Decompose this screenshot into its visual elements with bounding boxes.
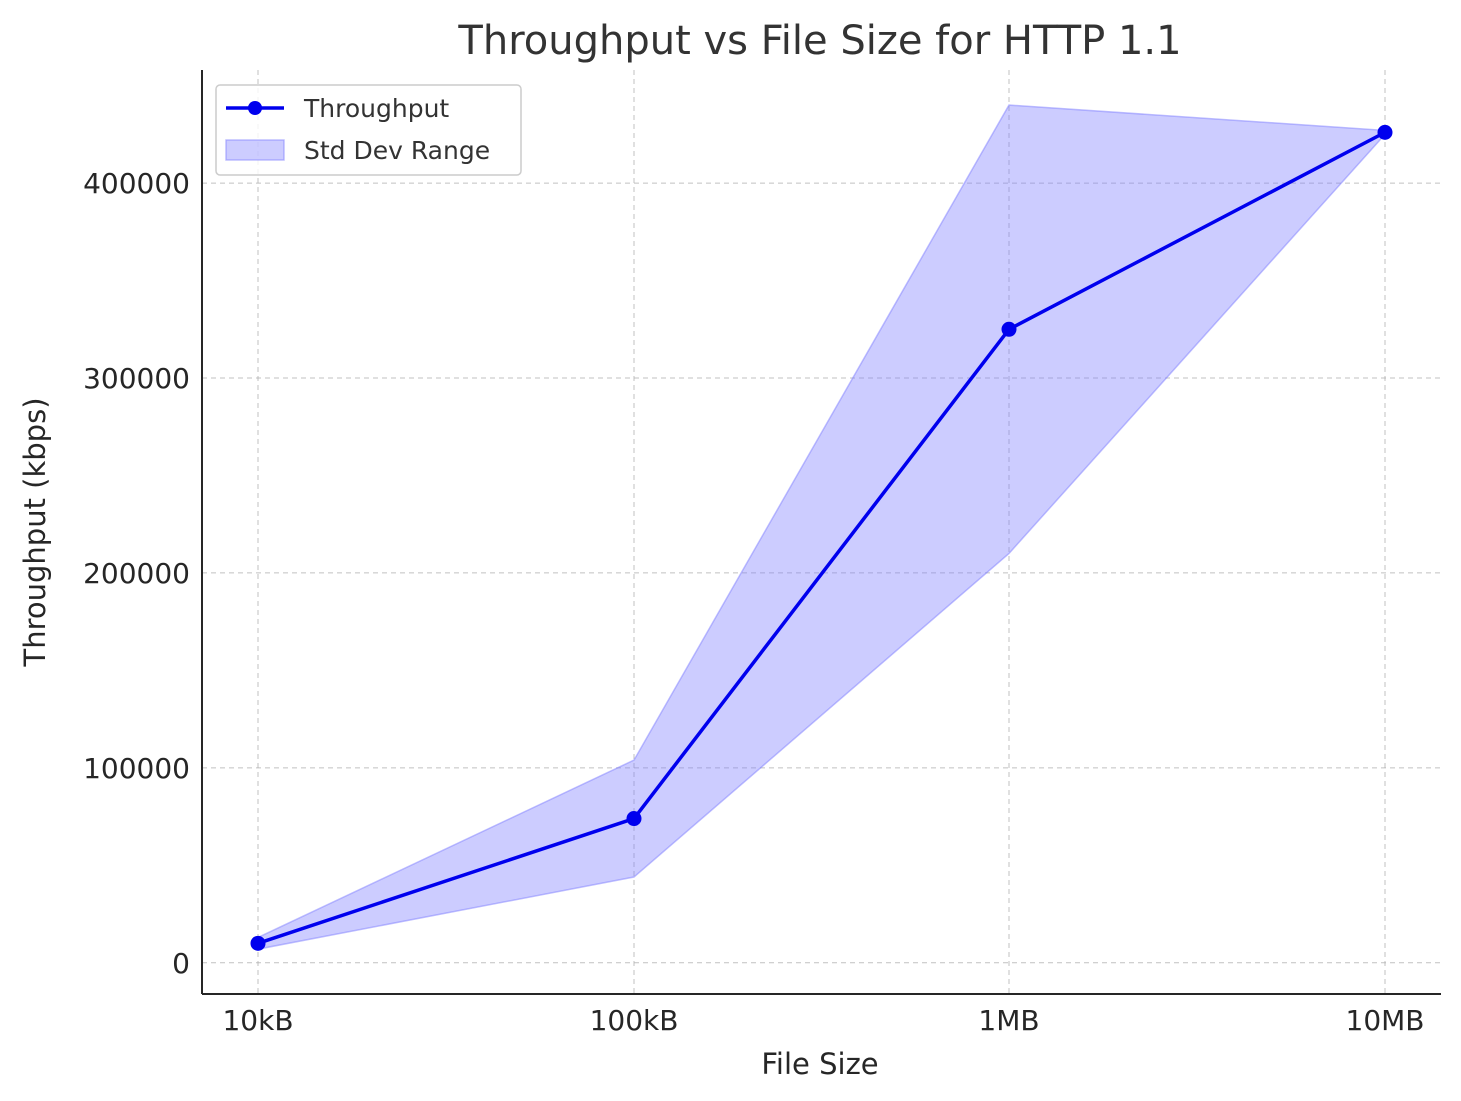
std-dev-range-band bbox=[257, 104, 1386, 951]
legend-marker-swatch bbox=[248, 101, 262, 115]
chart-title: Throughput vs File Size for HTTP 1.1 bbox=[457, 18, 1181, 64]
x-tick-labels: 10kB 100kB 1MB 10MB bbox=[222, 1004, 1424, 1037]
x-tick-label-3: 10MB bbox=[1346, 1004, 1425, 1037]
x-axis-label: File Size bbox=[761, 1047, 878, 1081]
data-point-0-3 bbox=[1377, 124, 1393, 140]
y-tick-label-4: 400000 bbox=[83, 167, 190, 200]
y-tick-label-2: 200000 bbox=[83, 557, 190, 590]
y-tick-labels: 0 100000 200000 300000 400000 bbox=[83, 167, 190, 980]
data-point-0-0 bbox=[250, 935, 266, 951]
x-tick-label-2: 1MB bbox=[978, 1004, 1039, 1037]
data-point-0-1 bbox=[626, 811, 642, 827]
throughput-line-layer bbox=[250, 124, 1393, 951]
x-tick-label-1: 100kB bbox=[590, 1004, 679, 1037]
y-tick-label-3: 300000 bbox=[83, 362, 190, 395]
legend: Throughput Std Dev Range bbox=[215, 84, 522, 176]
grid bbox=[202, 70, 1441, 994]
legend-label-throughput: Throughput bbox=[303, 94, 449, 123]
legend-band-swatch bbox=[225, 139, 285, 161]
x-tick-label-0: 10kB bbox=[222, 1004, 293, 1037]
y-tick-label-0: 0 bbox=[172, 947, 190, 980]
legend-box bbox=[215, 84, 522, 176]
axes bbox=[201, 70, 1441, 995]
series-line-0 bbox=[257, 130, 1386, 945]
y-tick-label-1: 100000 bbox=[83, 752, 190, 785]
legend-label-std-dev: Std Dev Range bbox=[304, 136, 490, 165]
data-point-0-2 bbox=[1001, 321, 1017, 337]
y-axis-label: Throughput (kbps) bbox=[18, 397, 52, 667]
std-dev-band-layer bbox=[257, 104, 1386, 951]
